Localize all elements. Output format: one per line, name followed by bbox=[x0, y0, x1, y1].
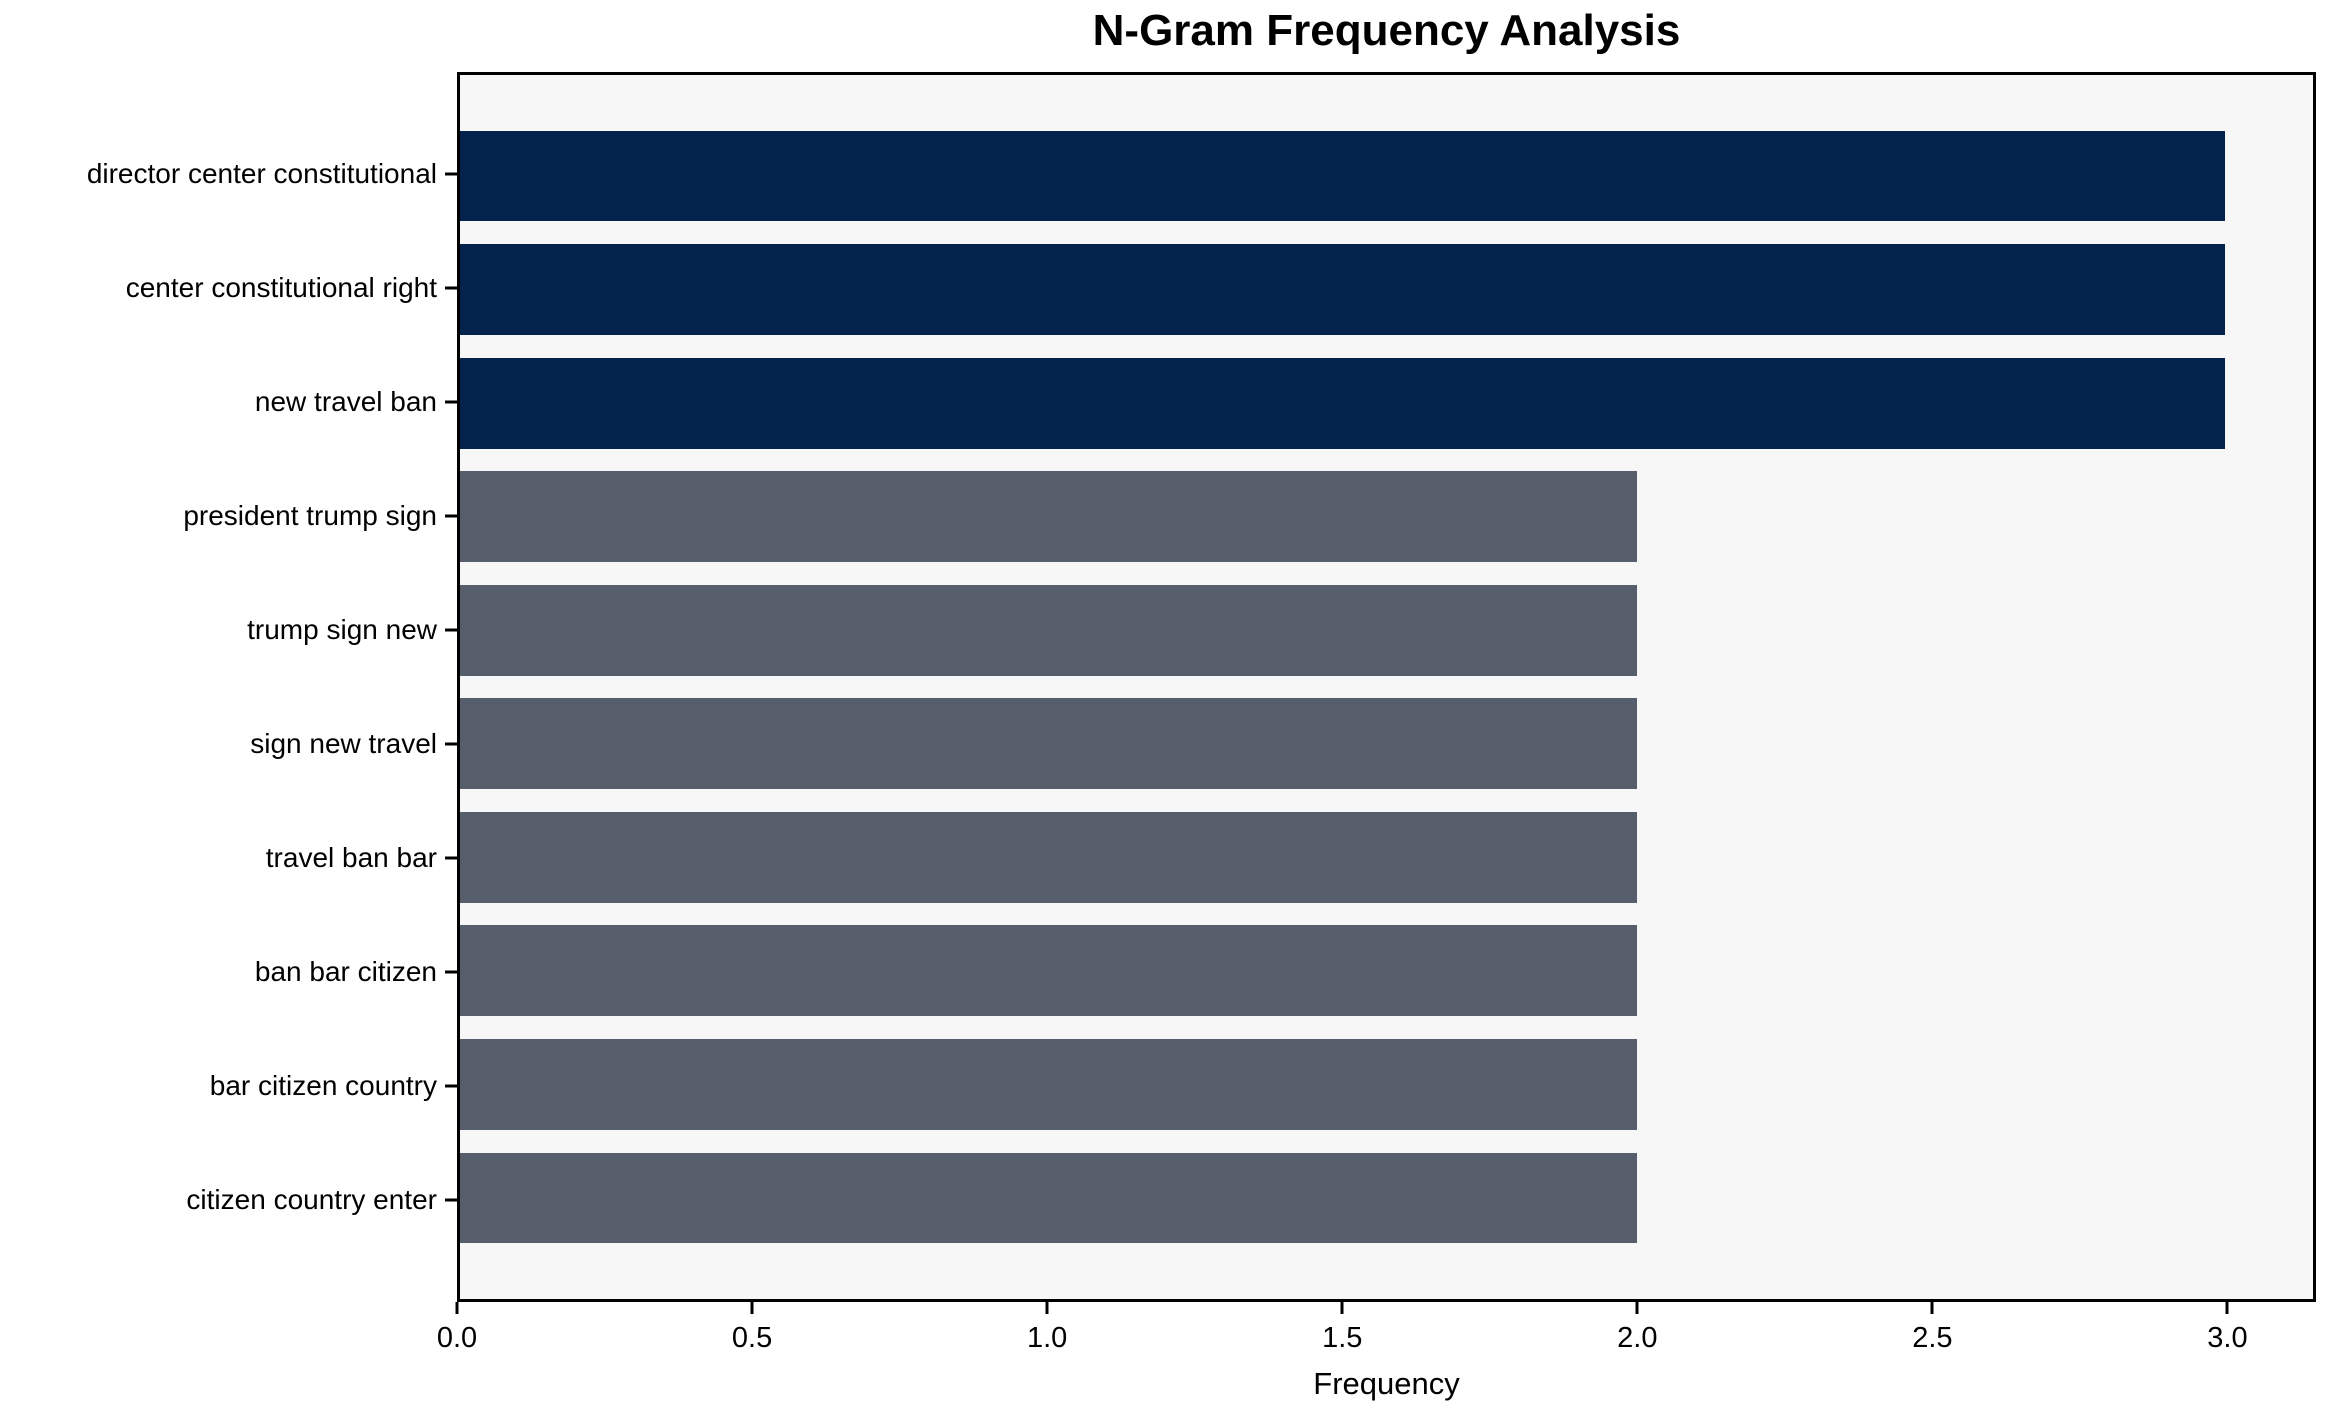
bars-container bbox=[460, 75, 2313, 1299]
bar bbox=[460, 130, 2225, 222]
x-tick-mark bbox=[455, 1302, 459, 1314]
y-tick-mark bbox=[445, 970, 457, 974]
x-axis-label: Frequency bbox=[1313, 1366, 1460, 1401]
y-tick-label: travel ban bar bbox=[265, 842, 437, 874]
y-tick-mark bbox=[445, 286, 457, 290]
chart-title: N-Gram Frequency Analysis bbox=[1092, 6, 1681, 55]
x-tick-label: 3.0 bbox=[2207, 1322, 2248, 1354]
y-tick-label: citizen country enter bbox=[186, 1184, 437, 1216]
bar bbox=[460, 698, 1637, 790]
y-tick-label: bar citizen country bbox=[209, 1070, 437, 1102]
y-tick-mark bbox=[445, 742, 457, 746]
bar bbox=[460, 244, 2225, 335]
x-tick-label: 2.0 bbox=[1617, 1322, 1658, 1354]
x-tick-mark bbox=[1930, 1302, 1934, 1314]
bar bbox=[460, 1152, 1637, 1244]
x-tick-mark bbox=[2225, 1302, 2229, 1314]
y-tick-mark bbox=[445, 1084, 457, 1088]
x-tick-mark bbox=[1045, 1302, 1049, 1314]
y-tick-label: ban bar citizen bbox=[254, 956, 437, 988]
bar bbox=[460, 471, 1637, 563]
x-tick-mark bbox=[750, 1302, 754, 1314]
x-tick-label: 0.0 bbox=[436, 1322, 478, 1354]
y-tick-mark bbox=[445, 1198, 457, 1202]
y-tick-mark bbox=[445, 514, 457, 518]
y-tick-label: director center constitutional bbox=[86, 157, 437, 189]
bar bbox=[460, 1038, 1637, 1130]
plot-area bbox=[457, 72, 2316, 1302]
bar bbox=[460, 925, 1637, 1017]
y-tick-label: center constitutional right bbox=[125, 271, 437, 303]
x-tick-label: 1.0 bbox=[1026, 1322, 1068, 1354]
x-tick-mark bbox=[1635, 1302, 1639, 1314]
bar bbox=[460, 357, 2225, 449]
y-tick-label: new travel ban bbox=[254, 385, 437, 417]
y-tick-label: president trump sign bbox=[183, 499, 437, 531]
x-tick-mark bbox=[1340, 1302, 1344, 1314]
y-tick-mark bbox=[445, 172, 457, 176]
y-tick-mark bbox=[445, 628, 457, 632]
y-tick-mark bbox=[445, 400, 457, 404]
x-tick-label: 0.5 bbox=[731, 1322, 773, 1354]
y-tick-label: trump sign new bbox=[247, 613, 437, 645]
x-tick-label: 2.5 bbox=[1912, 1322, 1953, 1354]
y-tick-mark bbox=[445, 856, 457, 860]
x-tick-label: 1.5 bbox=[1322, 1322, 1363, 1354]
bar bbox=[460, 811, 1637, 903]
bar bbox=[460, 584, 1637, 676]
y-tick-label: sign new travel bbox=[250, 728, 437, 760]
